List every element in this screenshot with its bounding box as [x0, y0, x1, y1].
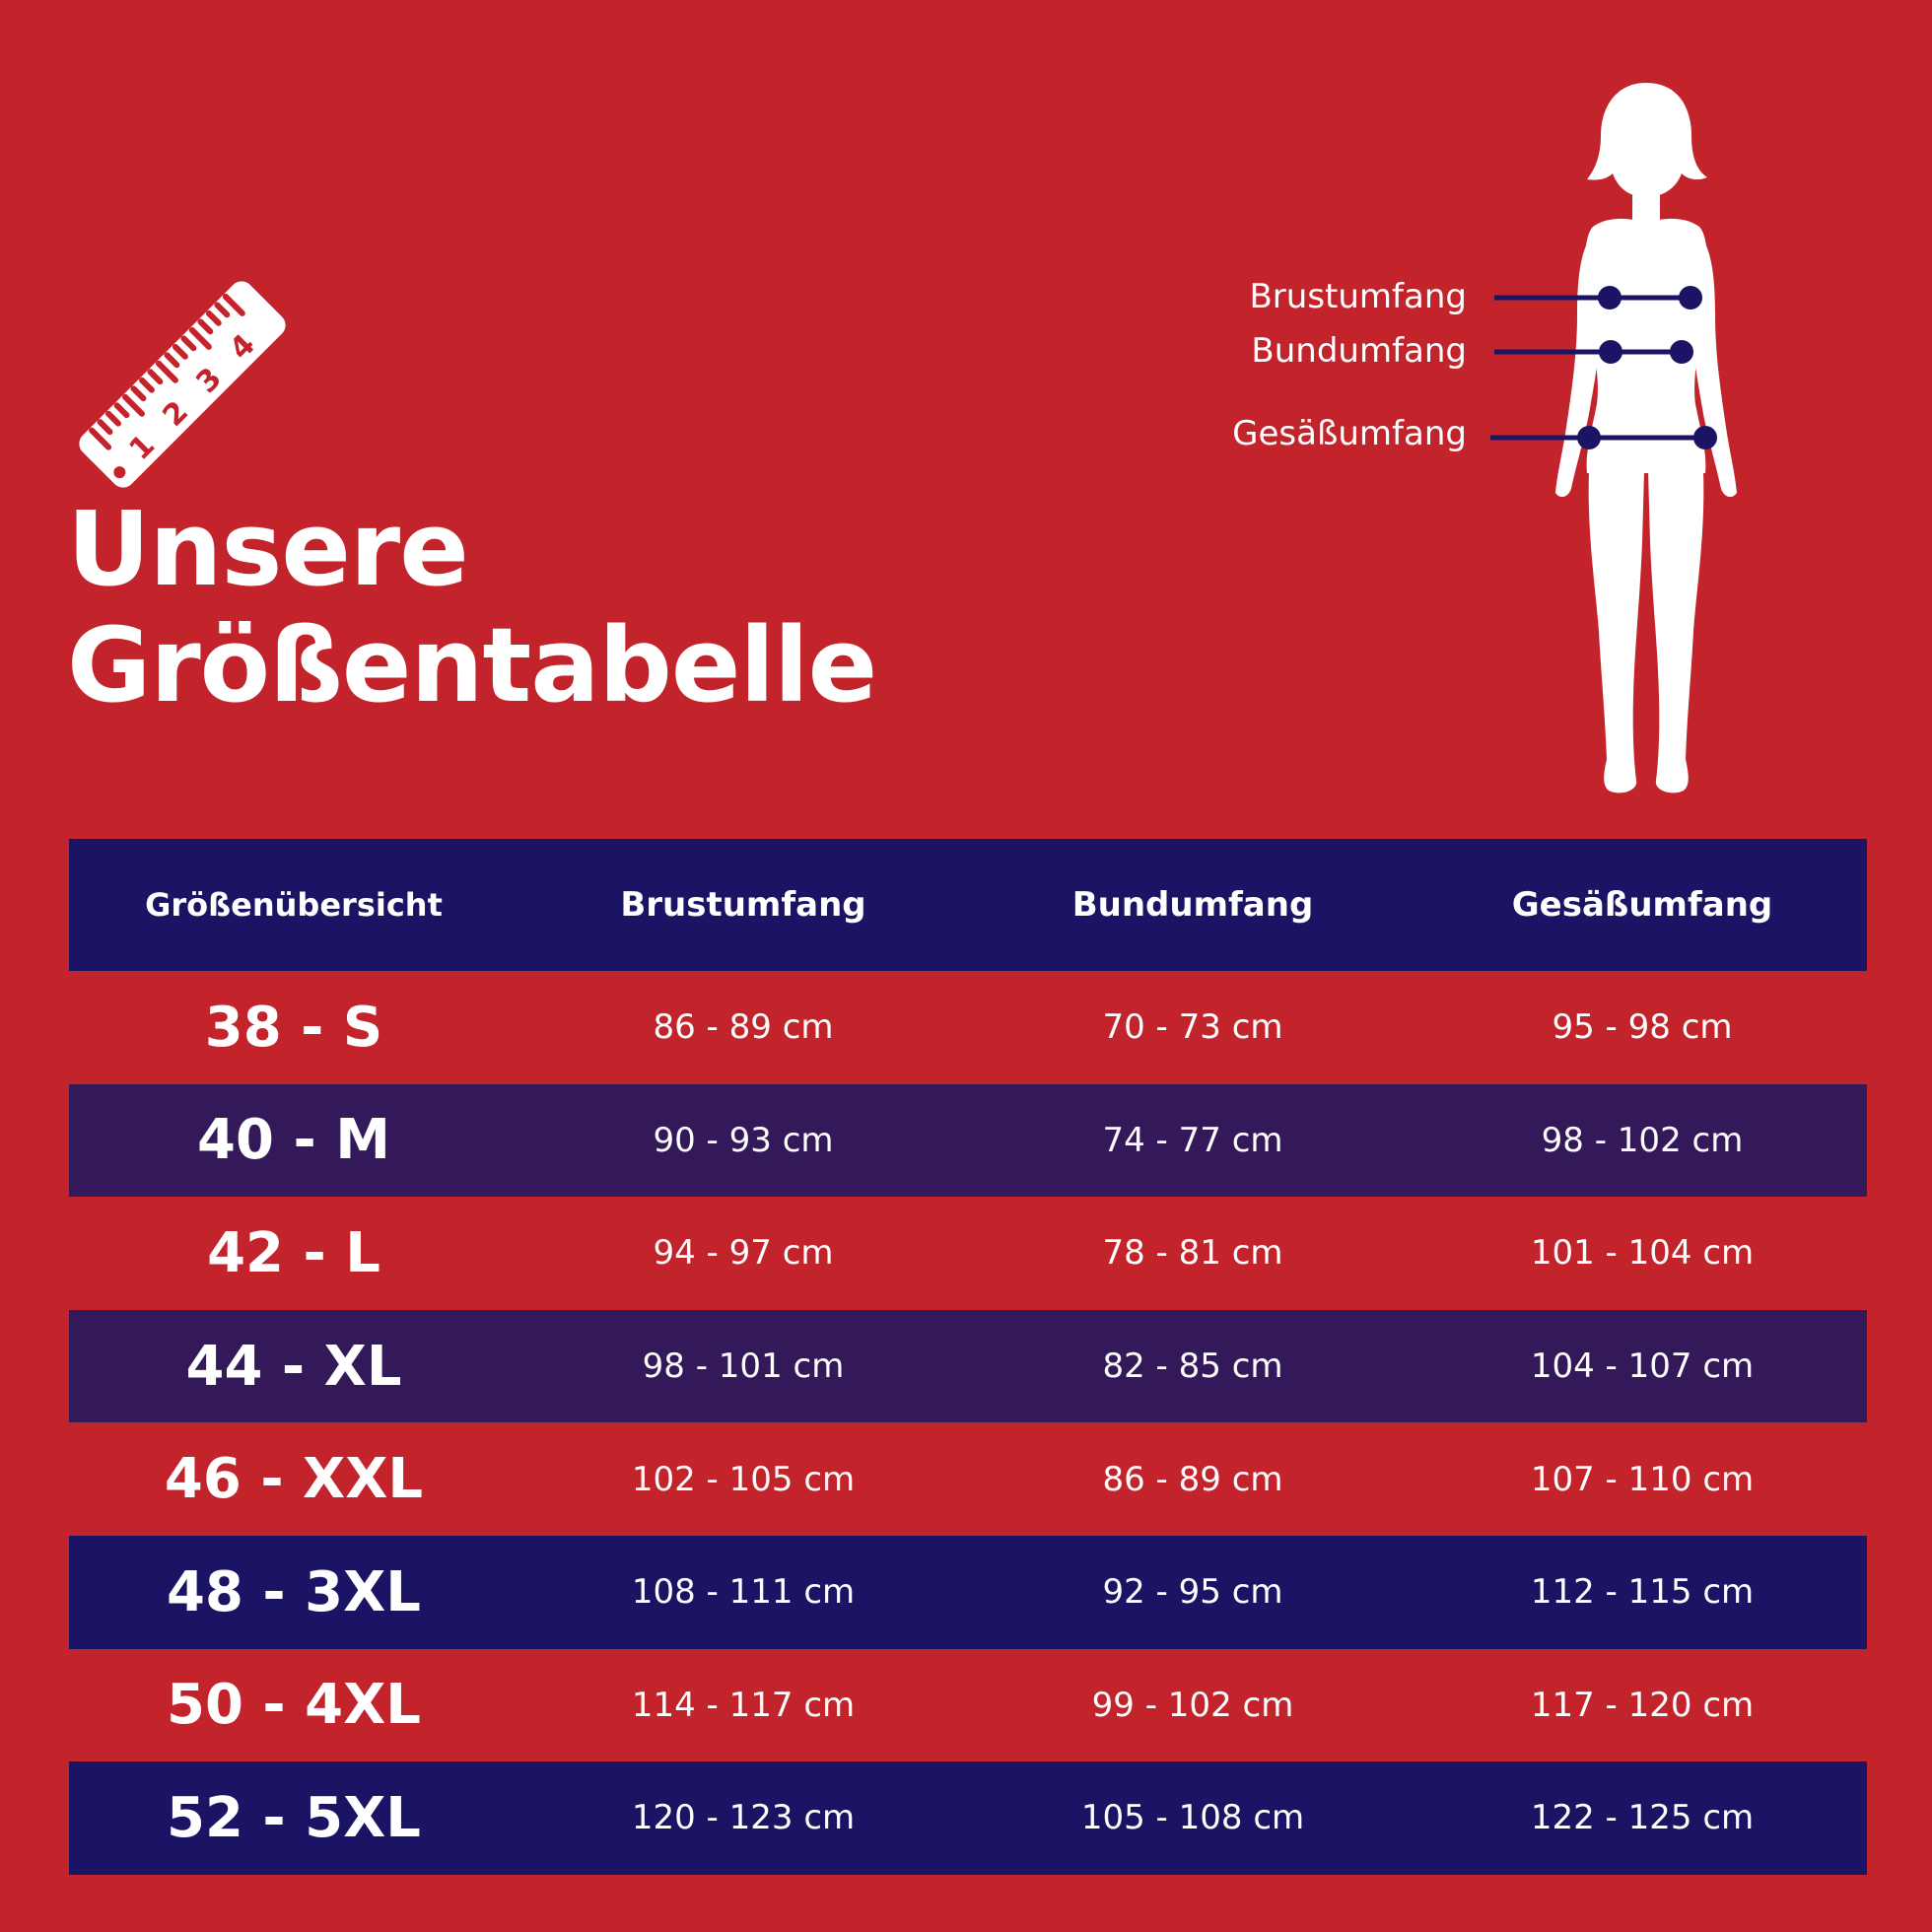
waist-cell: 78 - 81 cm	[1102, 1233, 1283, 1274]
size-table: Größenübersicht Brustumfang Bundumfang G…	[69, 839, 1867, 1875]
hip-marker-left	[1577, 426, 1601, 449]
hip-cell: 98 - 102 cm	[1541, 1120, 1744, 1160]
waist-marker-right	[1670, 340, 1693, 364]
woman-silhouette-icon	[1555, 83, 1737, 794]
table-row: 38 - S 86 - 89 cm 70 - 73 cm 95 - 98 cm	[69, 971, 1867, 1084]
measurement-lines	[1490, 286, 1717, 449]
size-cell: 50 - 4XL	[167, 1673, 421, 1738]
chest-cell: 102 - 105 cm	[631, 1459, 856, 1499]
chest-marker-right	[1679, 286, 1702, 310]
table-row: 50 - 4XL 114 - 117 cm 99 - 102 cm 117 - …	[69, 1648, 1867, 1762]
title-line-1: Unsere	[67, 489, 469, 609]
waist-cell: 105 - 108 cm	[1080, 1798, 1305, 1838]
size-cell: 38 - S	[204, 995, 383, 1060]
chest-label: Brustumfang	[1249, 277, 1467, 316]
page-title: Unsere Größentabelle	[67, 489, 877, 725]
ruler-icon: 1 2 3 4	[79, 281, 286, 488]
table-row: 48 - 3XL 108 - 111 cm 92 - 95 cm 112 - 1…	[69, 1535, 1867, 1649]
hip-marker-right	[1693, 426, 1717, 449]
table-row: 42 - L 94 - 97 cm 78 - 81 cm 101 - 104 c…	[69, 1197, 1867, 1310]
waist-marker-left	[1599, 340, 1622, 364]
hip-cell: 104 - 107 cm	[1530, 1346, 1755, 1387]
column-header-size: Größenübersicht	[145, 886, 443, 924]
chest-marker-left	[1598, 286, 1622, 310]
chest-cell: 86 - 89 cm	[653, 1007, 834, 1048]
column-header-chest: Brustumfang	[620, 885, 866, 925]
waist-label: Bundumfang	[1251, 331, 1467, 371]
column-header-waist: Bundumfang	[1071, 885, 1314, 925]
waist-cell: 99 - 102 cm	[1091, 1685, 1294, 1725]
chest-cell: 114 - 117 cm	[631, 1685, 856, 1725]
size-cell: 42 - L	[207, 1220, 380, 1285]
chest-cell: 94 - 97 cm	[653, 1233, 834, 1274]
table-row: 52 - 5XL 120 - 123 cm 105 - 108 cm 122 -…	[69, 1761, 1867, 1875]
column-header-hip: Gesäßumfang	[1511, 885, 1773, 925]
chest-cell: 120 - 123 cm	[631, 1798, 856, 1838]
hip-cell: 122 - 125 cm	[1530, 1798, 1755, 1838]
hip-cell: 101 - 104 cm	[1530, 1233, 1755, 1274]
waist-cell: 92 - 95 cm	[1102, 1572, 1283, 1613]
waist-cell: 74 - 77 cm	[1102, 1120, 1283, 1160]
chest-cell: 90 - 93 cm	[653, 1120, 834, 1160]
chest-cell: 108 - 111 cm	[631, 1572, 856, 1613]
hip-cell: 117 - 120 cm	[1530, 1685, 1755, 1725]
waist-cell: 70 - 73 cm	[1102, 1007, 1283, 1048]
waist-cell: 82 - 85 cm	[1102, 1346, 1283, 1387]
table-row: 44 - XL 98 - 101 cm 82 - 85 cm 104 - 107…	[69, 1309, 1867, 1423]
table-header-row: Größenübersicht Brustumfang Bundumfang G…	[69, 839, 1867, 971]
hip-cell: 95 - 98 cm	[1552, 1007, 1733, 1048]
size-cell: 40 - M	[197, 1108, 390, 1173]
table-row: 46 - XXL 102 - 105 cm 86 - 89 cm 107 - 1…	[69, 1422, 1867, 1536]
table-row: 40 - M 90 - 93 cm 74 - 77 cm 98 - 102 cm	[69, 1083, 1867, 1198]
size-cell: 46 - XXL	[164, 1447, 424, 1512]
size-cell: 52 - 5XL	[167, 1785, 421, 1850]
waist-cell: 86 - 89 cm	[1102, 1459, 1283, 1499]
title-line-2: Größentabelle	[67, 605, 877, 725]
hip-label: Gesäßumfang	[1232, 414, 1467, 453]
size-cell: 48 - 3XL	[167, 1559, 421, 1624]
hip-cell: 112 - 115 cm	[1530, 1572, 1755, 1613]
chest-cell: 98 - 101 cm	[642, 1346, 845, 1387]
size-cell: 44 - XL	[185, 1334, 402, 1399]
hip-cell: 107 - 110 cm	[1530, 1459, 1755, 1499]
